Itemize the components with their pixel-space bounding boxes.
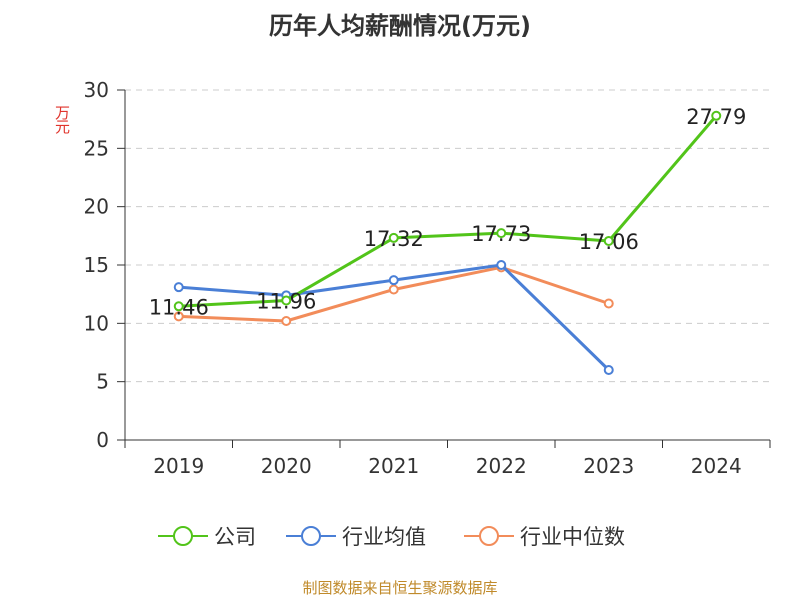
x-tick-label: 2024	[691, 454, 742, 478]
legend-marker-company	[158, 526, 208, 546]
y-tick-label: 30	[84, 78, 109, 102]
data-point	[603, 365, 614, 375]
data-label: 11.96	[256, 289, 316, 313]
legend-circle-company	[173, 526, 193, 546]
legend-marker-industry-median	[464, 526, 514, 546]
data-label: 17.32	[364, 227, 424, 251]
legend-item-industry-mean[interactable]: 行业均值	[286, 516, 426, 556]
legend: 公司 行业均值 行业中位数	[0, 516, 800, 556]
y-tick-label: 10	[84, 311, 109, 335]
legend-item-company[interactable]: 公司	[158, 516, 256, 556]
y-axis-label: 万元	[53, 105, 71, 133]
data-label: 11.46	[149, 295, 209, 319]
legend-label-industry-median: 行业中位数	[520, 525, 625, 549]
x-tick-label: 2023	[583, 454, 634, 478]
legend-circle-industry-median	[479, 526, 499, 546]
line-chart: 0 5 10 15 20 25 30 2019 2020 2021 2022 2023 2024 11.4…	[84, 78, 771, 478]
legend-circle-industry-mean	[301, 526, 321, 546]
data-label: 17.06	[579, 230, 639, 254]
data-point	[281, 295, 292, 306]
data-label: 17.73	[471, 222, 531, 246]
data-point	[496, 260, 507, 270]
legend-item-industry-median[interactable]: 行业中位数	[464, 516, 625, 556]
data-point	[603, 235, 614, 246]
x-tick-label: 2021	[368, 454, 419, 478]
data-point	[173, 282, 184, 293]
legend-marker-industry-mean	[286, 526, 336, 546]
legend-label-industry-mean: 行业均值	[342, 525, 426, 549]
data-label: 27.79	[686, 105, 746, 129]
data-point	[711, 110, 722, 121]
x-tick-label: 2019	[153, 454, 204, 478]
data-point	[496, 228, 507, 239]
data-point	[173, 311, 184, 322]
series-line-0	[178, 114, 718, 308]
x-tick-label: 2020	[261, 454, 312, 478]
chart-title: 历年人均薪酬情况(万元)	[269, 12, 531, 40]
legend-label-company: 公司	[214, 525, 256, 549]
data-point	[603, 298, 614, 309]
data-point	[388, 275, 399, 286]
data-point	[388, 284, 399, 295]
y-tick-label: 25	[84, 136, 109, 160]
x-tick-label: 2022	[476, 454, 527, 478]
data-point	[388, 232, 399, 243]
data-point	[173, 301, 184, 312]
y-tick-label: 0	[96, 428, 109, 452]
y-tick-label: 15	[84, 253, 109, 277]
data-source-footer: 制图数据来自恒生聚源数据库	[302, 579, 498, 597]
y-tick-label: 5	[96, 370, 109, 394]
data-point	[281, 316, 292, 326]
y-tick-label: 20	[84, 195, 109, 219]
